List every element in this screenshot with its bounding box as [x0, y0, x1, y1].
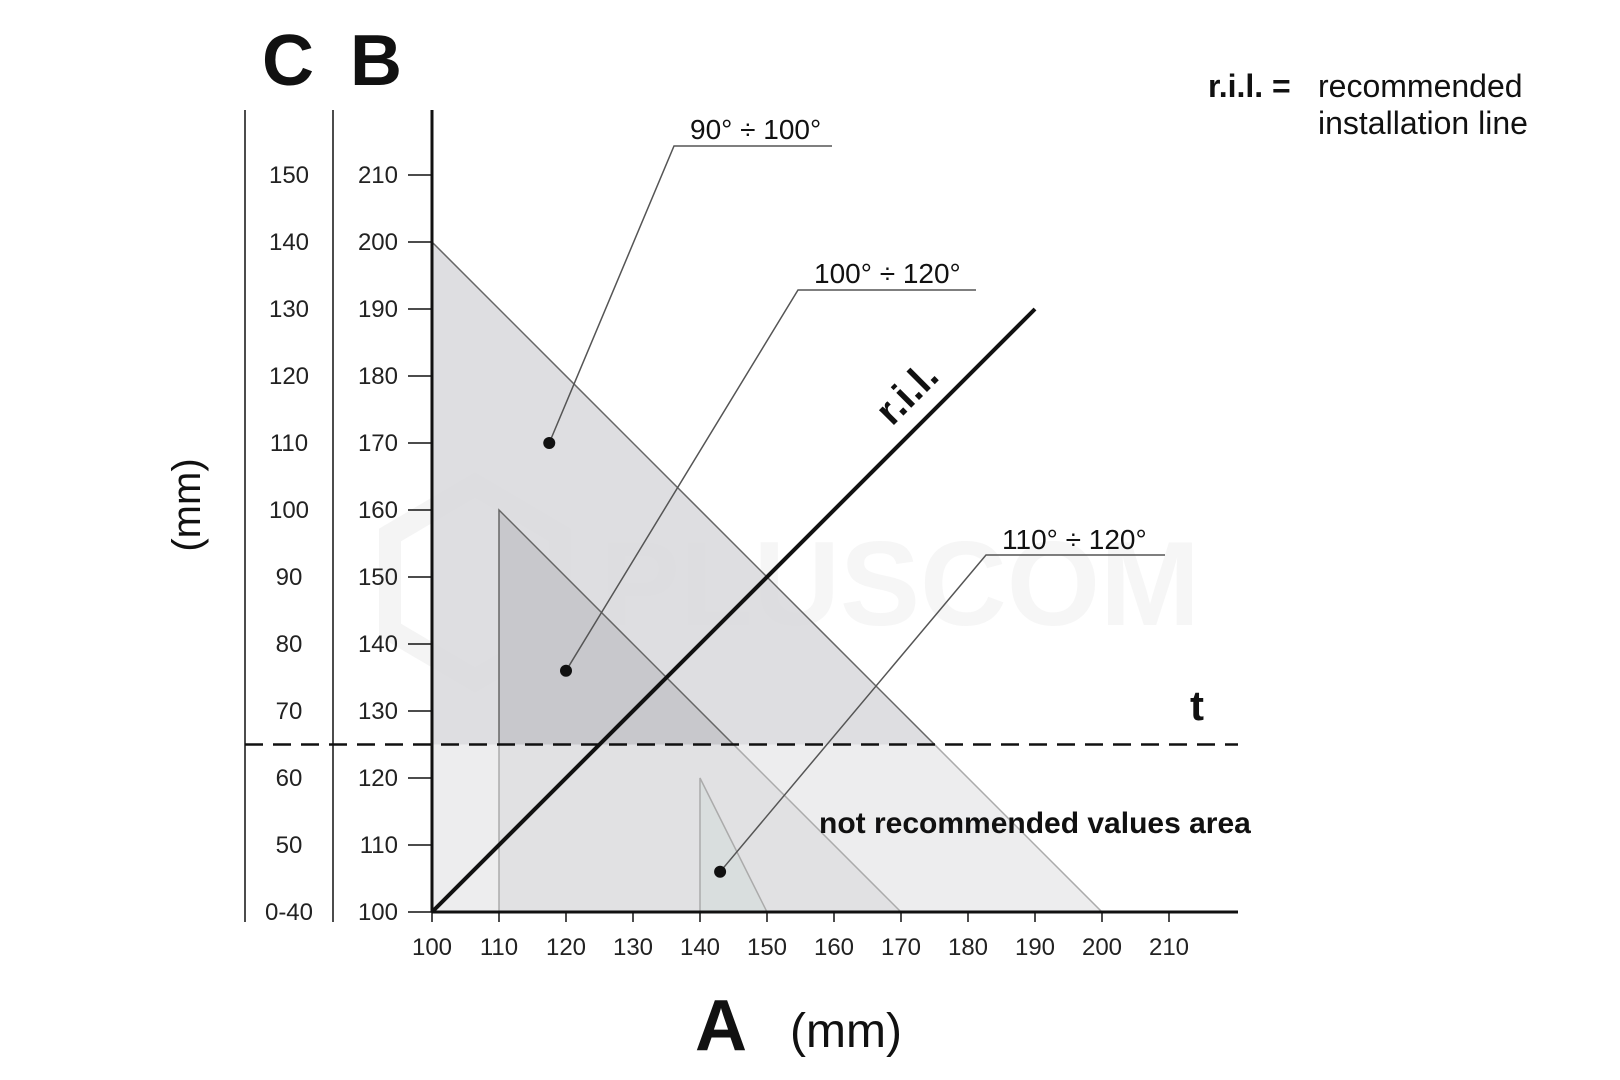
axis-letter-a: A [695, 986, 747, 1066]
threshold-label: t [1190, 682, 1204, 729]
not-recommended-band [432, 744, 1236, 912]
legend-key: r.i.l. = [1208, 68, 1291, 104]
x-tick-label: 180 [948, 934, 988, 961]
leader-1 [548, 145, 832, 444]
x-tick-label: 100 [412, 934, 452, 961]
b-tick-label: 180 [358, 363, 398, 390]
x-tick-label: 160 [814, 934, 854, 961]
b-tick-label: 120 [358, 765, 398, 792]
b-tick-label: 200 [358, 229, 398, 256]
leaders-layer: 90° ÷ 100° 100° ÷ 120° 110° ÷ 120° [543, 114, 1165, 878]
c-tick-label: 120 [269, 363, 309, 390]
region-label-2: 100° ÷ 120° [814, 258, 961, 289]
ril-line-label: r.i.l. [867, 354, 947, 434]
region-label-3: 110° ÷ 120° [1002, 524, 1147, 555]
leader-dot-1 [543, 437, 556, 449]
x-tick-label: 140 [680, 934, 720, 961]
b-tick-label: 210 [358, 162, 398, 189]
c-tick-label: 130 [269, 296, 309, 323]
axis-letter-b: B [350, 21, 402, 101]
not-recommended-label: not recommended values area [819, 807, 1251, 840]
x-tick-label: 190 [1015, 934, 1055, 961]
c-tick-label: 150 [269, 162, 309, 189]
c-tick-label: 110 [270, 430, 308, 457]
b-tick-label: 190 [358, 296, 398, 323]
b-tick-label: 150 [358, 564, 398, 591]
b-tick-label: 170 [358, 430, 398, 457]
x-tick-label: 110 [480, 934, 518, 961]
b-tick-label: 130 [358, 698, 398, 725]
leader-dot-3 [714, 865, 727, 878]
b-tick-label: 110 [360, 832, 398, 859]
b-tick-label: 100 [358, 899, 398, 926]
leader-2 [565, 289, 976, 672]
region-label-1: 90° ÷ 100° [690, 114, 821, 145]
c-tick-label: 140 [269, 229, 309, 256]
x-tick-label: 150 [747, 934, 787, 961]
legend-line1: recommended [1318, 68, 1523, 104]
x-tick-label: 120 [546, 934, 586, 961]
x-tick-label: 200 [1082, 934, 1122, 961]
y-unit-label: (mm) [165, 458, 209, 551]
recommended-installation-line [430, 307, 1037, 914]
axes-layer: 100 110 120 130 140 150 160 170 180 190 200 210 100 1… [244, 110, 1238, 961]
x-tick-label: 170 [881, 934, 921, 961]
b-tick-label: 160 [358, 497, 398, 524]
leader-dot-2 [560, 664, 572, 677]
c-tick-label: 70 [276, 698, 303, 725]
axis-letter-c: C [262, 21, 314, 101]
c-tick-label: 100 [269, 497, 309, 524]
c-tick-label: 90 [276, 564, 303, 591]
x-unit-label: (mm) [790, 1005, 902, 1058]
c-tick-label: 80 [276, 631, 303, 658]
c-tick-label: 0-40 [265, 899, 313, 926]
c-tick-label: 60 [276, 765, 303, 792]
legend-line2: installation line [1318, 105, 1528, 141]
x-tick-label: 210 [1149, 934, 1189, 961]
leader-3 [719, 554, 1165, 873]
x-tick-label: 130 [613, 934, 653, 961]
c-tick-label: 50 [276, 832, 303, 859]
b-tick-label: 140 [358, 631, 398, 658]
